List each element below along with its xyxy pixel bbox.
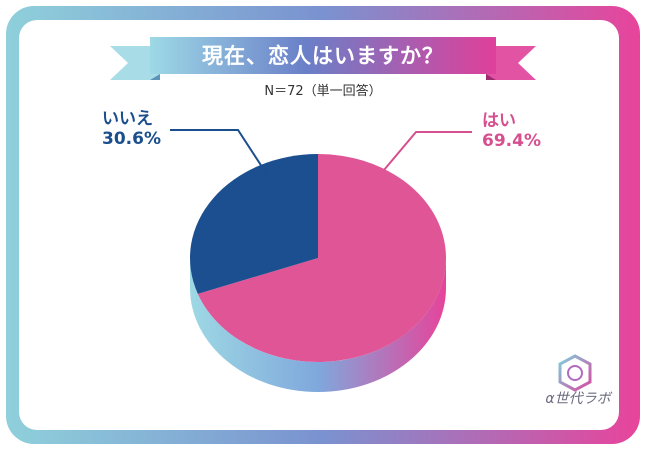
slice-label-no: いいえ 30.6% <box>102 109 161 149</box>
title-ribbon <box>110 37 536 80</box>
slice-value-no: 30.6% <box>102 128 161 149</box>
brand-name: α世代ラボ <box>545 391 611 407</box>
chart-title: 現在、恋人はいますか？ <box>202 44 444 68</box>
leader-line-no <box>170 129 269 177</box>
pie-side-wall <box>190 258 446 392</box>
sample-size-note: N＝72（単一回答） <box>264 84 382 99</box>
slice-name-no: いいえ <box>102 109 153 129</box>
slice-value-yes: 69.4% <box>482 130 541 151</box>
leader-line-yes <box>383 131 472 171</box>
slice-name-yes: はい <box>482 111 516 131</box>
pie-slice-no <box>189 154 318 294</box>
pie-slice-yes <box>197 154 446 362</box>
brand-logo-icon <box>558 354 592 392</box>
pie-chart <box>189 154 446 392</box>
slice-label-yes: はい 69.4% <box>482 111 541 151</box>
